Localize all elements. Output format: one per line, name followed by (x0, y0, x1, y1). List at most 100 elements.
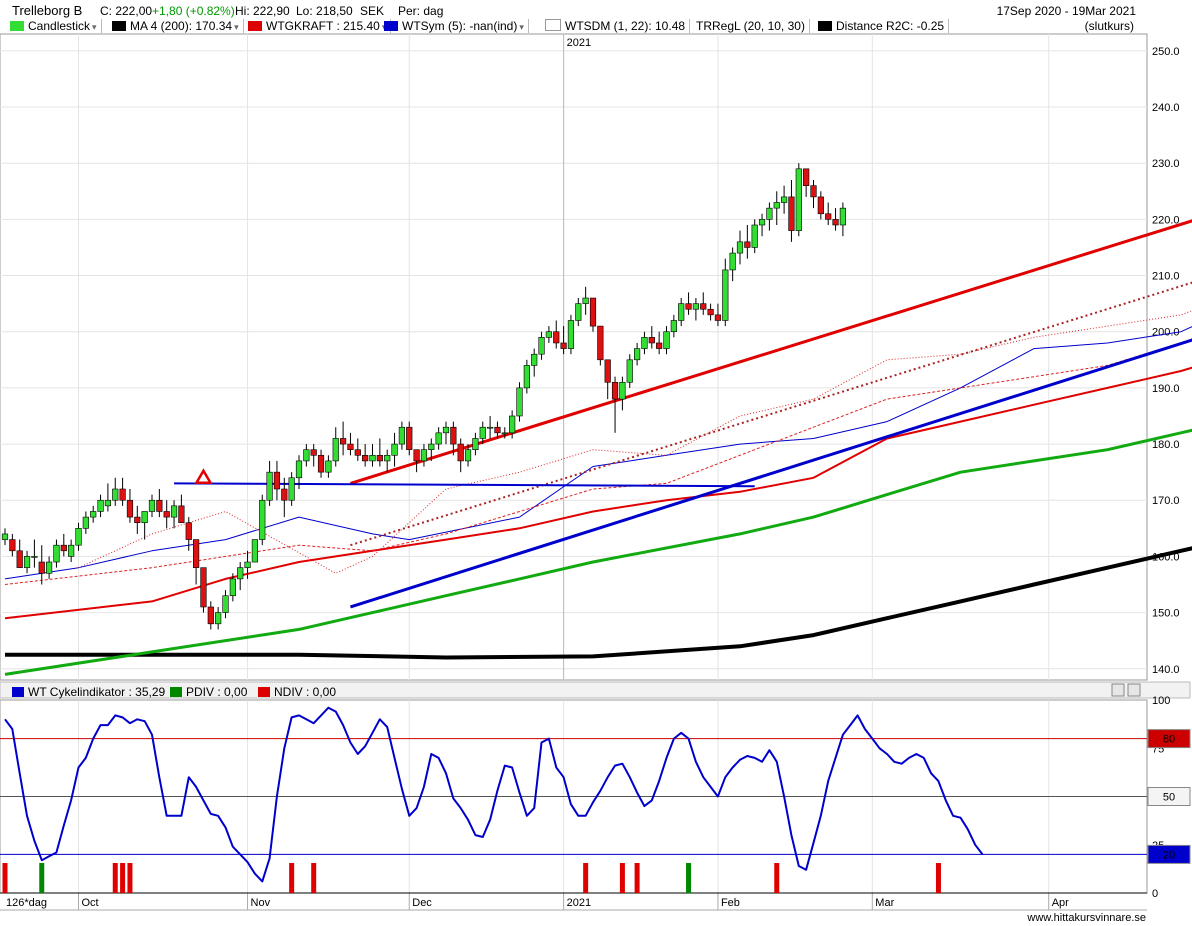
candle-body (825, 213, 832, 220)
candle-body (729, 252, 736, 271)
y-tick-label: 220.0 (1152, 214, 1180, 226)
y-tick-label: 170.0 (1152, 495, 1180, 507)
ndiv-bar (112, 863, 118, 893)
legend-swatch (545, 19, 561, 31)
candle-body (9, 539, 16, 552)
ndiv-bar (289, 863, 295, 893)
candle-body (222, 595, 229, 613)
candle-body (339, 438, 347, 445)
line-ma4_200 (5, 546, 1192, 660)
legend-item[interactable]: Distance R2C: -0.25 (818, 19, 950, 33)
indicator-legend-item[interactable]: WT Cykelindikator : 35,29 (12, 685, 165, 699)
candle-body (633, 348, 641, 361)
candle-body (758, 219, 766, 226)
legend-item[interactable]: TRRegL (20, 10, 30) (696, 19, 810, 33)
chart-header: Trelleborg B C: 222,00 +1,80 (+0.82%) Hi… (0, 0, 1192, 36)
x-month-label: Apr (1052, 897, 1069, 909)
legend-label: WTSym (5): -nan(ind) (402, 19, 518, 33)
indicator-level-label: 20 (1163, 849, 1175, 861)
candles-group (1, 163, 846, 630)
dropdown-caret-icon[interactable]: ▾ (92, 22, 97, 32)
candle-body (362, 455, 369, 462)
indicator-level-label: 50 (1163, 792, 1175, 804)
candle-body (178, 505, 185, 524)
candle-body (317, 455, 325, 473)
ndiv-bar (2, 863, 8, 893)
legend-item[interactable]: WTSym (5): -nan(ind) ▾ (384, 19, 529, 33)
candle-body (486, 426, 494, 429)
candle-body (134, 516, 141, 524)
indicator-level-badge (1147, 729, 1191, 749)
candle-body (193, 539, 200, 568)
y-tick-label: 240.0 (1152, 102, 1180, 114)
candle-body (60, 544, 67, 552)
zoom-tool-icon (1111, 683, 1125, 697)
x-month-label: Nov (251, 897, 271, 909)
low-value: Lo: 218,50 (296, 4, 353, 18)
indicator-header-bar (0, 681, 1191, 699)
pdiv-bar (39, 863, 45, 893)
y-tick-label: 190.0 (1152, 383, 1180, 395)
candle-body (714, 314, 722, 321)
candle-body (685, 303, 692, 310)
mode-label: (slutkurs) (1084, 19, 1134, 33)
y-tick-label: 250.0 (1152, 46, 1180, 58)
legend-item[interactable]: WTSDM (1, 22): 10.48 (545, 19, 691, 33)
candle-body (90, 511, 97, 518)
candle-body (567, 320, 575, 349)
candle-body (398, 426, 406, 445)
candle-body (597, 325, 604, 361)
peak-triangle-marker (194, 468, 213, 485)
candle-body (560, 342, 567, 349)
line-dotted_red_upper (78, 310, 1192, 574)
candle-body (281, 488, 288, 501)
candle-body (420, 449, 428, 462)
line-ma_red (4, 366, 1192, 620)
ndiv-bar (619, 863, 625, 893)
candle-body (266, 471, 273, 501)
dropdown-caret-icon[interactable]: ▾ (519, 22, 524, 32)
candle-body (288, 477, 295, 501)
dropdown-caret-icon[interactable]: ▾ (234, 22, 239, 32)
legend-item[interactable]: MA 4 (200): 170.34 ▾ (112, 19, 244, 33)
candle-body (406, 426, 413, 450)
line-dotted_red_lower (4, 338, 1192, 585)
indicator-level-badge (1147, 844, 1191, 864)
y-tick-label: 140.0 (1152, 664, 1180, 676)
year-marker-label: 2021 (567, 37, 591, 49)
legend-swatch (112, 21, 126, 31)
candle-body (494, 426, 501, 434)
candle-body (295, 460, 303, 479)
candle-body (450, 426, 457, 445)
trendline-mid_dotted_brown (350, 281, 1192, 547)
candle-body (707, 308, 714, 316)
candle-body (479, 426, 486, 439)
candle-body (38, 561, 45, 574)
candle-body (16, 550, 23, 568)
trendline-horizontal_blue (174, 482, 755, 488)
trendline-channel_top_red (350, 219, 1192, 485)
ticker-name: Trelleborg B (12, 3, 83, 18)
candle-body (641, 337, 648, 349)
legend-swatch (258, 687, 270, 697)
candle-body (531, 353, 538, 366)
candle-body (141, 511, 148, 524)
period-label: Per: dag (398, 4, 444, 18)
candle-body (156, 499, 163, 512)
candle-body (604, 359, 611, 383)
candle-body (839, 207, 846, 226)
legend-swatch (12, 687, 24, 697)
indicator-legend-label: WT Cykelindikator : 35,29 (28, 685, 166, 699)
legend-label: WTSDM (1, 22): 10.48 (565, 19, 686, 33)
candle-body (780, 196, 788, 203)
candle-body (751, 224, 758, 248)
candle-body (509, 415, 516, 434)
line-wtsym_blue (4, 326, 1192, 580)
indicator-legend-item[interactable]: NDIV : 0,00 (258, 685, 336, 699)
legend-item[interactable]: Candlestick ▾ (10, 19, 102, 33)
candle-body (692, 303, 699, 310)
candle-body (810, 185, 817, 198)
settings-tool-icon (1127, 683, 1141, 697)
indicator-legend-item[interactable]: PDIV : 0,00 (170, 685, 247, 699)
ndiv-bar (774, 863, 780, 893)
